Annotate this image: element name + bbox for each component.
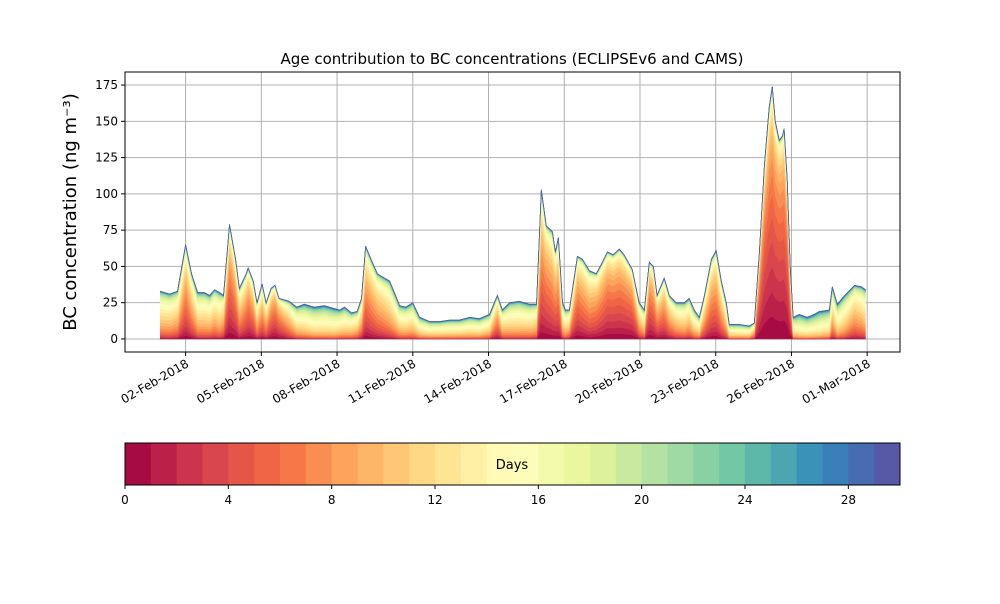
colorbar-frame	[124, 442, 901, 486]
colorbar-bin	[383, 443, 410, 485]
colorbar-bin	[305, 443, 333, 485]
colorbar-bin	[357, 443, 384, 485]
colorbar-tick-label: 8	[328, 493, 336, 507]
x-tick-label: 05-Feb-2018	[194, 356, 267, 406]
colorbar-bin	[693, 443, 720, 485]
colorbar-bin	[719, 443, 746, 485]
colorbar-bin	[641, 443, 668, 485]
y-tick-label: 0	[110, 332, 118, 346]
colorbar-bin	[460, 443, 488, 485]
colorbar-bin	[254, 443, 281, 485]
x-tick-label: 01-Mar-2018	[800, 356, 873, 406]
colorbar-bin	[176, 443, 203, 485]
colorbar-bin	[590, 443, 617, 485]
colorbar-ticks: 0 4 8 12 16 20 24 28	[121, 485, 856, 507]
plot-frame	[124, 71, 901, 353]
colorbar-tick-label: 0	[121, 493, 129, 507]
colorbar-tick-label: 16	[531, 493, 546, 507]
x-tick-label: 11-Feb-2018	[346, 356, 419, 406]
colorbar-bin	[280, 443, 307, 485]
y-axis-label: BC concentration (ng m⁻³)	[60, 93, 81, 331]
colorbar-bin	[512, 443, 539, 485]
colorbar-tick-label: 20	[634, 493, 649, 507]
y-ticks: 0 25 50 75 100 125 150 175	[95, 78, 125, 346]
colorbar-bin	[667, 443, 694, 485]
grid	[125, 72, 900, 352]
x-ticks: 02-Feb-2018 05-Feb-2018 08-Feb-2018 11-Feb-…	[119, 352, 873, 407]
colorbar-tick-label: 4	[225, 493, 233, 507]
y-tick-label: 75	[103, 223, 118, 237]
y-tick-label: 150	[95, 114, 118, 128]
age-layer-29	[160, 86, 866, 327]
colorbar-bin	[564, 443, 591, 485]
colorbar-bin	[770, 443, 798, 485]
colorbar-bin	[745, 443, 772, 485]
x-tick-label: 17-Feb-2018	[497, 356, 570, 406]
x-tick-label: 23-Feb-2018	[649, 356, 722, 406]
colorbar-bin	[874, 443, 901, 485]
colorbar-tick-label: 28	[841, 493, 856, 507]
y-tick-label: 100	[95, 187, 118, 201]
x-tick-label: 14-Feb-2018	[421, 356, 494, 406]
y-tick-label: 25	[103, 296, 118, 310]
x-tick-label: 02-Feb-2018	[119, 356, 192, 406]
colorbar-bin	[331, 443, 358, 485]
x-tick-label: 20-Feb-2018	[573, 356, 646, 406]
colorbar-bin	[202, 443, 229, 485]
y-tick-label: 50	[103, 259, 118, 273]
colorbar-bin	[228, 443, 255, 485]
colorbar-bin	[150, 443, 178, 485]
colorbar-bin	[848, 443, 875, 485]
colorbar-tick-label: 24	[737, 493, 752, 507]
colorbar-bin	[796, 443, 823, 485]
colorbar-bin	[435, 443, 462, 485]
x-tick-label: 08-Feb-2018	[270, 356, 343, 406]
stacked-areas	[160, 86, 866, 340]
colorbar-bin	[486, 443, 513, 485]
colorbar-bin	[822, 443, 849, 485]
colorbar-bin	[125, 443, 152, 485]
y-tick-label: 175	[95, 78, 118, 92]
colorbar-bin	[538, 443, 565, 485]
colorbar-tick-label: 12	[427, 493, 442, 507]
colorbar-label: Days	[496, 458, 529, 473]
colorbar	[125, 443, 901, 485]
y-tick-label: 125	[95, 151, 118, 165]
x-tick-label: 26-Feb-2018	[724, 356, 797, 406]
chart-title: Age contribution to BC concentrations (E…	[281, 50, 744, 68]
colorbar-bin	[615, 443, 643, 485]
colorbar-bin	[409, 443, 436, 485]
